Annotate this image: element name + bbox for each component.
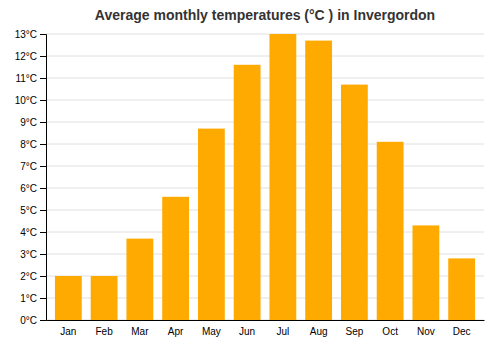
y-tick-mark: [40, 188, 46, 189]
y-tick: 6°C: [20, 183, 46, 194]
x-tick-label: Apr: [168, 326, 184, 337]
bar: [162, 197, 189, 320]
y-axis-line: [40, 35, 47, 321]
bar: [91, 276, 118, 320]
grid-line: [46, 100, 484, 101]
grid-line: [46, 188, 484, 189]
y-tick: 10°C: [15, 95, 46, 106]
x-tick: Aug: [310, 326, 328, 337]
x-tick: Feb: [95, 326, 113, 337]
x-tick: Oct: [382, 326, 398, 337]
y-tick: 12°C: [15, 51, 46, 62]
y-tick-label: 11°C: [15, 73, 37, 84]
x-axis-line: [47, 320, 485, 321]
grid-line: [46, 56, 484, 57]
x-tick-label: Mar: [131, 326, 149, 337]
bar: [448, 258, 475, 320]
x-tick: May: [202, 326, 221, 337]
x-tick: Nov: [417, 326, 435, 337]
y-tick-label: 0°C: [20, 315, 37, 326]
y-tick-mark: [40, 166, 46, 167]
x-tick-label: Feb: [95, 326, 113, 337]
y-tick-mark: [40, 232, 46, 233]
x-tick-label: May: [202, 326, 221, 337]
x-tick: Jul: [276, 326, 289, 337]
grid-line: [46, 210, 484, 211]
y-tick-label: 8°C: [20, 139, 37, 150]
y-tick: 9°C: [20, 117, 46, 128]
y-tick: 7°C: [20, 161, 46, 172]
y-tick-mark: [40, 144, 46, 145]
y-tick-mark: [40, 298, 46, 299]
y-tick-label: 12°C: [15, 51, 37, 62]
y-tick-mark: [40, 100, 46, 101]
bar: [126, 239, 153, 320]
y-tick-mark: [40, 254, 46, 255]
y-tick-label: 5°C: [20, 205, 37, 216]
y-tick-mark: [40, 122, 46, 123]
x-tick: Jan: [60, 326, 76, 337]
bar: [234, 65, 261, 320]
y-tick-mark: [40, 56, 46, 57]
y-tick: 1°C: [20, 293, 46, 304]
y-tick: 11°C: [15, 73, 46, 84]
x-axis: Jan Feb Mar Apr May Jun Jul Aug Sep Oct Nov Dec: [47, 321, 485, 338]
x-tick-label: Jan: [60, 326, 76, 337]
chart-svg: 0°C 1°C 2°C 3°C 4°C 5°C 6°C 7°C 8°C 9°C 10°C 11°C 12…: [0, 0, 500, 350]
x-tick-label: Jun: [239, 326, 255, 337]
y-tick-label: 7°C: [20, 161, 37, 172]
y-tick: 13°C: [15, 29, 46, 40]
y-tick-label: 2°C: [20, 271, 37, 282]
y-tick-label: 6°C: [20, 183, 37, 194]
x-tick-label: Jul: [276, 326, 289, 337]
y-tick: 8°C: [20, 139, 46, 150]
grid-line: [46, 144, 484, 145]
plot-area: 0°C 1°C 2°C 3°C 4°C 5°C 6°C 7°C 8°C 9°C 10°C 11°C 12…: [15, 29, 485, 337]
y-tick-label: 3°C: [20, 249, 37, 260]
y-tick: 4°C: [20, 227, 46, 238]
bar: [412, 225, 439, 320]
y-tick-mark: [40, 210, 46, 211]
x-tick: Jun: [239, 326, 255, 337]
bar: [305, 41, 332, 320]
y-tick-label: 13°C: [15, 29, 37, 40]
bar: [55, 276, 82, 320]
y-tick-label: 4°C: [20, 227, 37, 238]
x-tick: Apr: [168, 326, 184, 337]
grid-line: [46, 78, 484, 79]
y-tick: 3°C: [20, 249, 46, 260]
y-tick: 0°C: [20, 315, 46, 326]
x-tick-label: Sep: [345, 326, 363, 337]
chart-container: 0°C 1°C 2°C 3°C 4°C 5°C 6°C 7°C 8°C 9°C 10°C 11°C 12…: [0, 0, 500, 350]
y-tick-mark: [40, 34, 46, 35]
x-tick-label: Oct: [382, 326, 398, 337]
bar: [377, 142, 404, 320]
x-tick-label: Aug: [310, 326, 328, 337]
bar: [198, 129, 225, 320]
x-tick-label: Dec: [453, 326, 471, 337]
y-tick: 2°C: [20, 271, 46, 282]
grid: [46, 34, 484, 320]
y-tick: 5°C: [20, 205, 46, 216]
bars: [55, 34, 475, 320]
y-tick-mark: [40, 78, 46, 79]
y-tick-mark: [40, 276, 46, 277]
x-tick: Sep: [345, 326, 363, 337]
x-tick-label: Nov: [417, 326, 435, 337]
y-axis: 0°C 1°C 2°C 3°C 4°C 5°C 6°C 7°C 8°C 9°C 10°C 11°C 12…: [15, 29, 47, 326]
x-tick: Mar: [131, 326, 149, 337]
grid-line: [46, 122, 484, 123]
y-tick-label: 9°C: [20, 117, 37, 128]
bar: [341, 85, 368, 320]
y-tick-label: 10°C: [15, 95, 37, 106]
y-tick-label: 1°C: [20, 293, 37, 304]
x-tick: Dec: [453, 326, 471, 337]
y-tick-mark: [40, 320, 46, 321]
bar: [269, 34, 296, 320]
title: Average monthly temperatures (°C ) in In…: [95, 7, 435, 23]
grid-line: [46, 34, 484, 35]
grid-line: [46, 166, 484, 167]
